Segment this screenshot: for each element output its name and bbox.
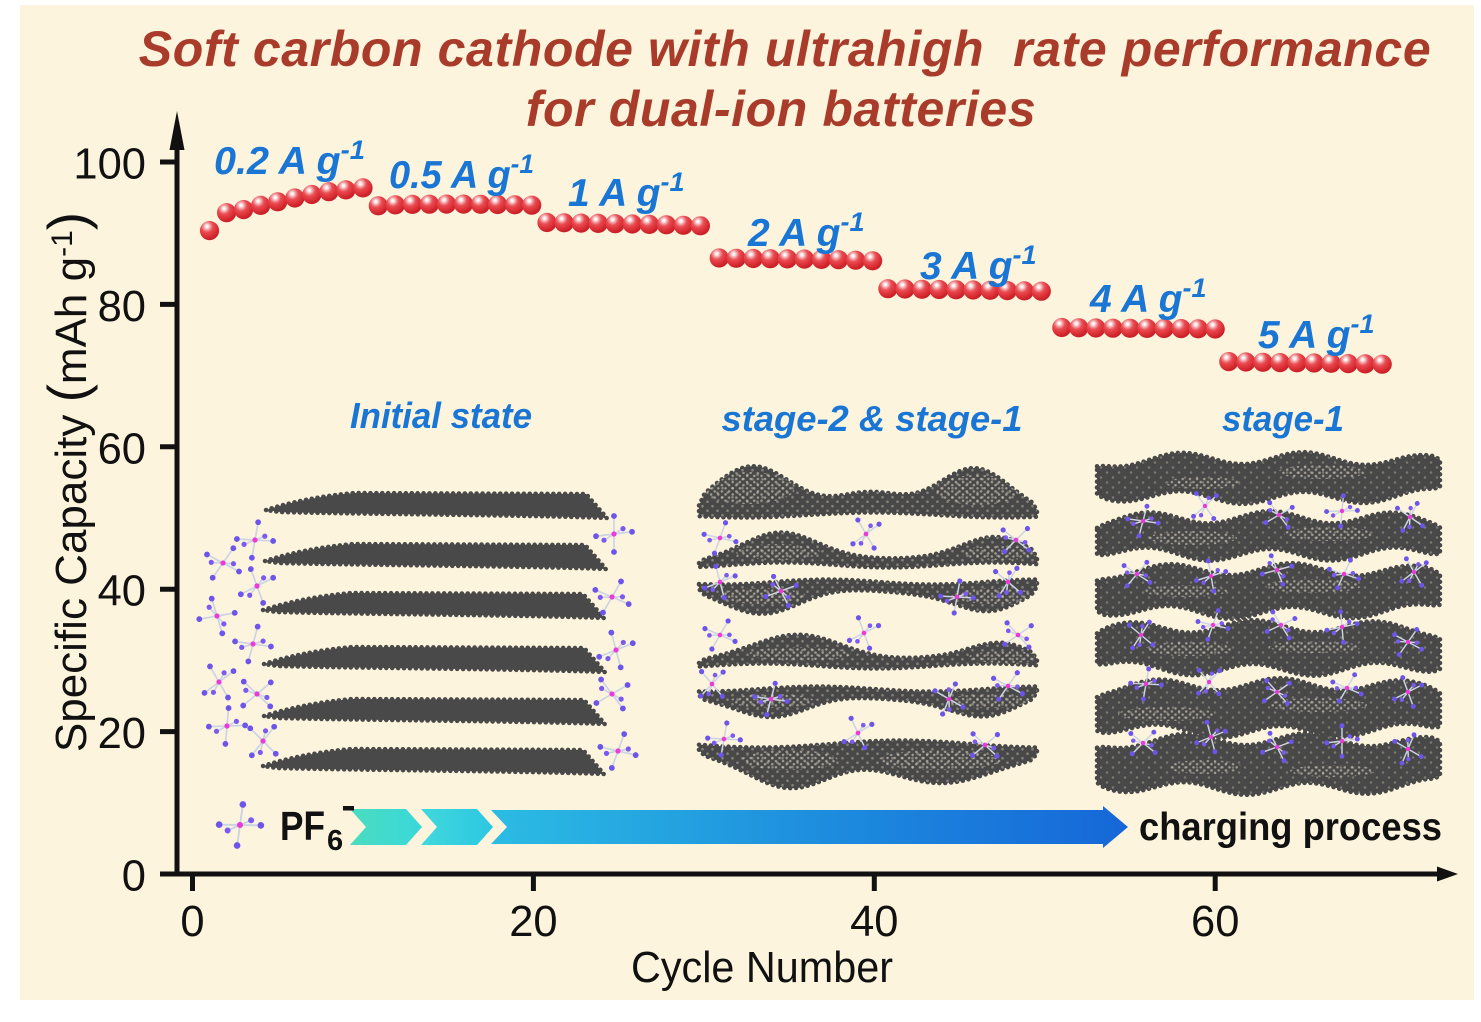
svg-text:60: 60 bbox=[98, 425, 146, 473]
svg-text:100: 100 bbox=[73, 141, 146, 189]
svg-text:0: 0 bbox=[122, 853, 146, 901]
svg-text:40: 40 bbox=[850, 898, 898, 946]
svg-text:3 A g-1: 3 A g-1 bbox=[920, 240, 1036, 288]
svg-text:Initial state: Initial state bbox=[350, 395, 532, 436]
svg-text:0: 0 bbox=[180, 898, 204, 946]
svg-text:20: 20 bbox=[509, 898, 557, 946]
svg-text:20: 20 bbox=[98, 710, 146, 758]
svg-text:PF: PF bbox=[280, 803, 325, 849]
svg-text:for dual-ion batteries: for dual-ion batteries bbox=[526, 81, 1036, 137]
svg-text:0.2 A g-1: 0.2 A g-1 bbox=[214, 135, 365, 183]
svg-text:0.5 A g-1: 0.5 A g-1 bbox=[389, 149, 534, 197]
svg-text:6: 6 bbox=[327, 825, 343, 857]
svg-text:Soft carbon cathode with ultra: Soft carbon cathode with ultrahigh rate … bbox=[139, 21, 1431, 77]
svg-text:Cycle Number: Cycle Number bbox=[631, 943, 893, 992]
svg-text:stage-1: stage-1 bbox=[1222, 398, 1344, 439]
svg-text:1 A g-1: 1 A g-1 bbox=[568, 167, 684, 215]
svg-text:40: 40 bbox=[98, 568, 146, 616]
svg-text:60: 60 bbox=[1191, 898, 1239, 946]
svg-text:80: 80 bbox=[98, 283, 146, 331]
svg-text:Specific Capacity (mAh g-1): Specific Capacity (mAh g-1) bbox=[36, 212, 98, 752]
svg-text:charging process: charging process bbox=[1139, 806, 1442, 849]
svg-text:stage-2 & stage-1: stage-2 & stage-1 bbox=[722, 398, 1023, 439]
